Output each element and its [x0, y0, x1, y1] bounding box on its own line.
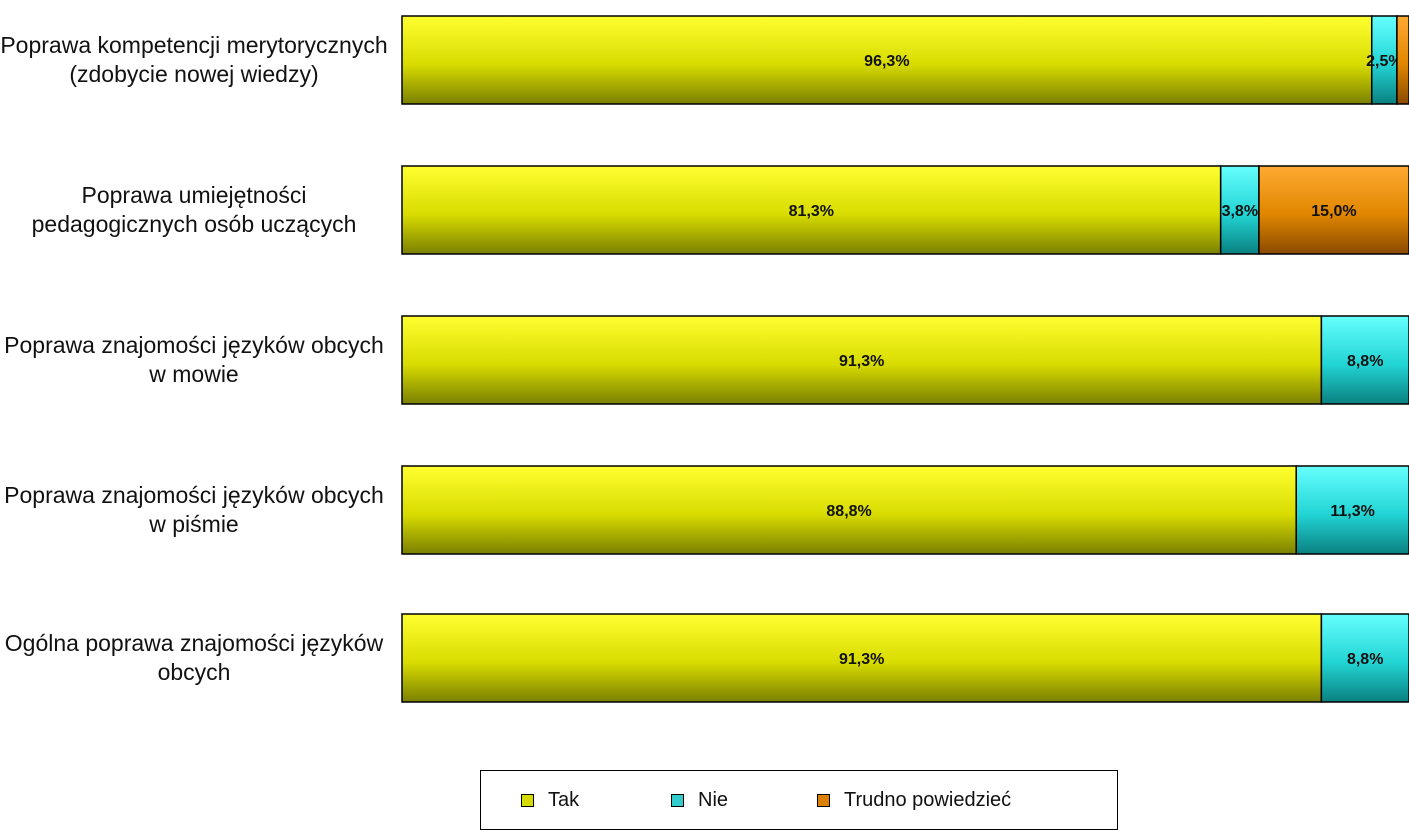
- category-label: Poprawa umiejętności pedagogicznych osób…: [31, 182, 357, 237]
- bar-segment-nie: [1295, 465, 1409, 555]
- data-label: 96,3%: [864, 53, 909, 70]
- category-label: Ogólna poprawa znajomości języków obcych: [4, 630, 384, 685]
- category-label: Poprawa znajomości języków obcych w piśm…: [4, 482, 384, 537]
- data-label: 15,0%: [1311, 203, 1356, 220]
- data-label: 88,8%: [826, 503, 871, 520]
- data-label: 91,3%: [839, 651, 884, 668]
- legend-swatch-tak: [521, 794, 534, 807]
- legend-swatch-trudno: [817, 794, 830, 807]
- bar-segment-nie: [1219, 165, 1260, 255]
- category-label: Poprawa znajomości języków obcych w mowi…: [4, 332, 384, 387]
- data-label: 3,8%: [1222, 203, 1258, 220]
- bar-segment-tak: [401, 15, 1373, 105]
- category-label: Poprawa kompetencji merytorycznych (zdob…: [0, 32, 388, 87]
- legend-item-trudno: Trudno powiedzieć: [817, 789, 1011, 812]
- bar-segment-tak: [401, 465, 1297, 555]
- data-label: 91,3%: [839, 353, 884, 370]
- data-label: 81,3%: [789, 203, 834, 220]
- legend-label-nie: Nie: [698, 789, 729, 811]
- legend-swatch-nie: [671, 794, 684, 807]
- legend-label-tak: Tak: [548, 789, 580, 811]
- bar-segment-tak: [401, 165, 1222, 255]
- legend-label-trudno: Trudno powiedzieć: [844, 789, 1012, 811]
- bar-segment-trudno-powiedzieć: [1258, 165, 1409, 255]
- bar-segment-nie: [1320, 315, 1409, 405]
- bar-segment-tak: [401, 613, 1323, 703]
- data-label: 2,5%: [1366, 53, 1402, 70]
- data-label: 11,3%: [1330, 503, 1374, 520]
- legend-item-tak: Tak: [521, 789, 579, 812]
- legend-item-nie: Nie: [671, 789, 728, 812]
- bar-segment-nie: [1370, 15, 1398, 105]
- legend: Tak Nie Trudno powiedzieć: [480, 770, 1118, 830]
- data-label: 8,8%: [1347, 353, 1383, 370]
- data-label: 8,8%: [1347, 651, 1383, 668]
- bar-segment-tak: [401, 315, 1323, 405]
- bar-segment-trudno-powiedzieć: [1396, 15, 1409, 105]
- bar-segment-nie: [1320, 613, 1409, 703]
